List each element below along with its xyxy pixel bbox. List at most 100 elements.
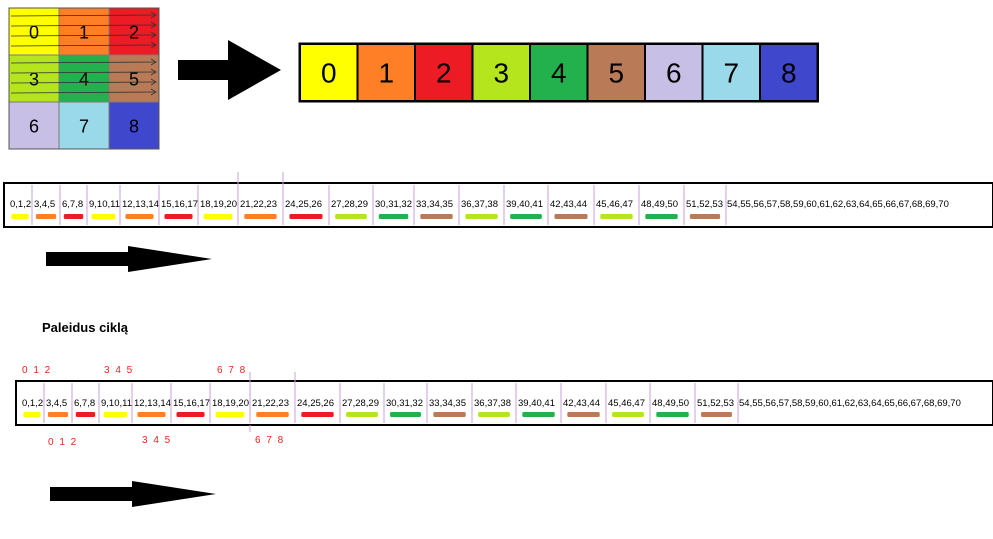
grid-cell-label: 6 bbox=[29, 117, 39, 137]
group-label: 12,13,14 bbox=[134, 398, 171, 409]
index-strip-1: 0,1,2 3,4,5 6,7,8 9,10,11 12,13,14 15,16,17 18… bbox=[3, 172, 993, 228]
index-strip-2: 0,1,2 3,4,5 6,7,8 9,10,11 12,13,14 15,16,17 18… bbox=[15, 365, 993, 448]
color-mark bbox=[554, 214, 588, 219]
flat-cell-label: 3 bbox=[493, 58, 509, 89]
flattened-row: 0 1 2 3 4 5 6 7 8 bbox=[298, 42, 819, 103]
color-mark bbox=[510, 214, 542, 219]
group-label: 48,49,50 bbox=[652, 398, 689, 409]
group-label: 24,25,26 bbox=[297, 398, 334, 409]
grid-cell-label: 2 bbox=[129, 23, 139, 43]
group-label: 39,40,41 bbox=[506, 199, 543, 210]
scan-arrowhead bbox=[150, 68, 157, 76]
tail-label: 54,55,56,57,58,59,60,61,62,63,64,65,66,6… bbox=[739, 398, 961, 409]
color-mark bbox=[244, 214, 277, 219]
flat-cell-label: 2 bbox=[436, 58, 452, 89]
group-label: 42,43,44 bbox=[550, 199, 587, 210]
group-label: 42,43,44 bbox=[563, 398, 600, 409]
grid-border bbox=[8, 7, 160, 150]
group-label: 36,37,38 bbox=[461, 199, 498, 210]
flat-cell-label: 8 bbox=[781, 58, 797, 89]
source-grid: 0 1 2 3 4 5 6 7 8 bbox=[8, 7, 160, 150]
color-mark bbox=[137, 412, 166, 417]
color-mark bbox=[256, 412, 289, 417]
flat-cell bbox=[759, 43, 819, 102]
strip-frame bbox=[3, 182, 993, 228]
grid-cell-label: 7 bbox=[79, 117, 89, 137]
grid-cell-label: 0 bbox=[29, 23, 39, 43]
grid-cell-label: 4 bbox=[79, 70, 89, 90]
strip-frame bbox=[15, 380, 993, 426]
scan-arrowhead bbox=[150, 11, 157, 19]
group-label: 18,19,20 bbox=[212, 398, 249, 409]
group-label: 0,1,2 bbox=[10, 199, 31, 210]
scan-line bbox=[10, 91, 156, 94]
strip2-arrow bbox=[50, 481, 216, 507]
flat-cell-label: 0 bbox=[321, 58, 337, 89]
group-label: 30,31,32 bbox=[375, 199, 412, 210]
flat-cell bbox=[586, 43, 646, 102]
annotation-bottom: 6 7 8 bbox=[255, 435, 285, 446]
grid-cell-label: 3 bbox=[29, 70, 39, 90]
color-mark bbox=[600, 214, 633, 219]
color-mark bbox=[390, 412, 421, 417]
group-label: 51,52,53 bbox=[697, 398, 734, 409]
flat-cell-label: 4 bbox=[551, 58, 567, 89]
group-label: 15,16,17 bbox=[173, 398, 210, 409]
group-label: 30,31,32 bbox=[386, 398, 423, 409]
grid-cell bbox=[108, 54, 160, 103]
color-mark bbox=[63, 214, 84, 219]
scan-arrowhead bbox=[150, 31, 157, 39]
annotation-bottom: 3 4 5 bbox=[142, 435, 172, 446]
color-mark bbox=[215, 412, 245, 417]
color-mark bbox=[567, 412, 600, 417]
color-mark bbox=[289, 214, 323, 219]
tail-label: 54,55,56,57,58,59,60,61,62,63,64,65,66,6… bbox=[727, 199, 949, 210]
color-mark bbox=[203, 214, 233, 219]
group-label: 21,22,23 bbox=[240, 199, 277, 210]
color-mark bbox=[420, 214, 453, 219]
grid-cell-label: 1 bbox=[79, 23, 89, 43]
flat-cell-label: 1 bbox=[378, 58, 394, 89]
flat-cell bbox=[644, 43, 704, 102]
group-label: 45,46,47 bbox=[608, 398, 645, 409]
flat-cell bbox=[414, 43, 474, 102]
scan-arrowhead bbox=[150, 21, 157, 29]
group-label: 36,37,38 bbox=[474, 398, 511, 409]
color-mark bbox=[47, 412, 69, 417]
group-label: 0,1,2 bbox=[22, 398, 43, 409]
flat-cell bbox=[701, 43, 761, 102]
color-mark bbox=[701, 412, 732, 417]
group-label: 9,10,11 bbox=[89, 199, 120, 210]
annotation-top: 3 4 5 bbox=[104, 365, 134, 376]
color-mark bbox=[91, 214, 116, 219]
group-label: 33,34,35 bbox=[416, 199, 453, 210]
flat-cell bbox=[299, 43, 359, 102]
color-mark bbox=[176, 412, 205, 417]
grid-cell-label: 8 bbox=[129, 117, 139, 137]
grid-cell-label: 5 bbox=[129, 70, 139, 90]
strip1-arrow bbox=[46, 246, 212, 272]
annotation-top: 6 7 8 bbox=[217, 365, 247, 376]
group-label: 9,10,11 bbox=[101, 398, 132, 409]
color-mark bbox=[23, 412, 41, 417]
scan-line bbox=[10, 44, 156, 47]
scan-line bbox=[10, 14, 156, 17]
big-right-arrow bbox=[178, 40, 281, 100]
color-mark bbox=[301, 412, 334, 417]
group-label: 27,28,29 bbox=[342, 398, 379, 409]
scan-arrowhead bbox=[150, 58, 157, 66]
color-mark bbox=[612, 412, 644, 417]
color-mark bbox=[465, 214, 498, 219]
annotation-top: 0 1 2 bbox=[22, 365, 52, 376]
flat-cell-label: 6 bbox=[666, 58, 682, 89]
scan-line bbox=[10, 81, 156, 84]
color-mark bbox=[689, 214, 721, 219]
color-mark bbox=[378, 214, 409, 219]
caption: Paleidus ciklą bbox=[42, 320, 129, 335]
group-label: 12,13,14 bbox=[122, 199, 159, 210]
color-mark bbox=[103, 412, 128, 417]
color-mark bbox=[522, 412, 555, 417]
group-label: 33,34,35 bbox=[429, 398, 466, 409]
group-label: 6,7,8 bbox=[74, 398, 95, 409]
